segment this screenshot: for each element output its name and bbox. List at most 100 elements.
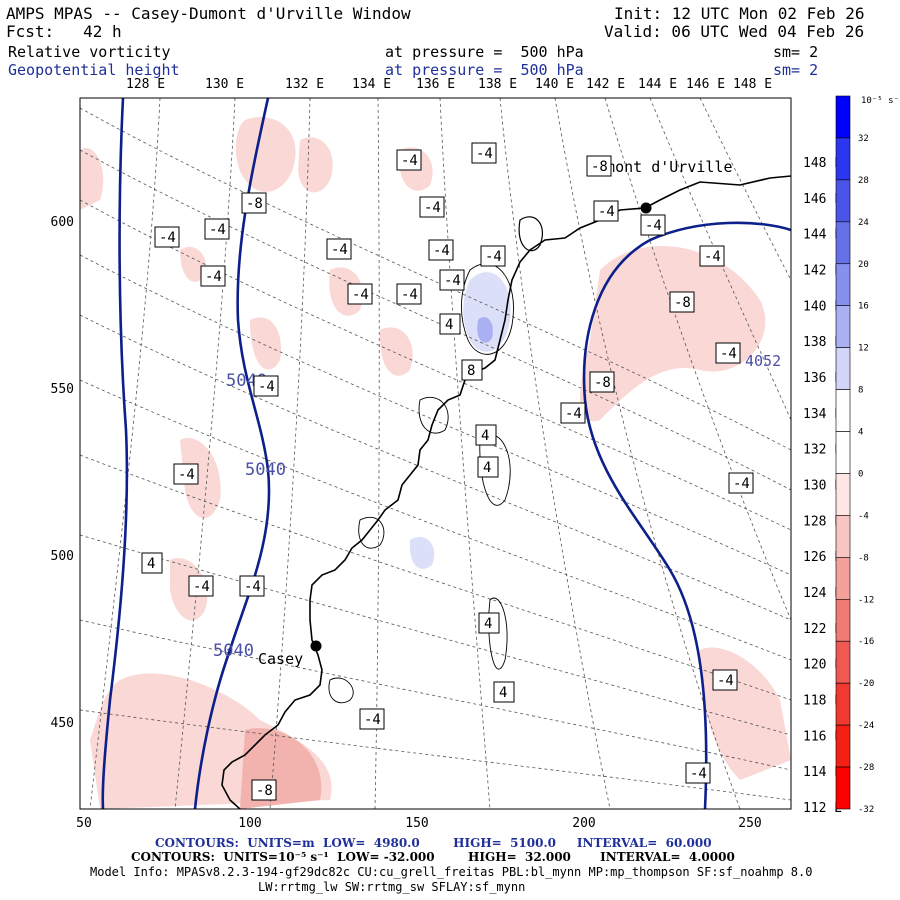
field1-smoothing: sm= 2 xyxy=(773,43,819,61)
vorticity-label-box: 4 xyxy=(141,552,163,574)
vorticity-label: 4 xyxy=(445,317,453,333)
vorticity-label: -4 xyxy=(598,204,615,220)
x-tick-label: 200 xyxy=(572,816,595,831)
field1-level: at pressure = 500 hPa xyxy=(385,43,584,61)
colorbar-swatch xyxy=(835,179,851,223)
y-axis: 600 550 500 450 xyxy=(51,215,74,731)
vorticity-label: -4 xyxy=(401,287,418,303)
lat-label: 148 E xyxy=(803,156,842,171)
vorticity-label-box: -4 xyxy=(419,196,445,218)
field2-level: at pressure = 500 hPa xyxy=(385,61,584,79)
model-physics-info: LW:rrtmg_lw SW:rrtmg_sw SFLAY:sf_mynn xyxy=(258,880,526,894)
antarctic-coastline xyxy=(221,175,791,809)
colorbar-label: 12 xyxy=(858,344,869,354)
colorbar-swatch xyxy=(835,431,851,474)
lon-label: 136 E xyxy=(416,77,456,92)
vorticity-label: -4 xyxy=(159,230,176,246)
vorticity-label-box: -4 xyxy=(154,226,180,248)
x-tick-label: 250 xyxy=(738,816,761,831)
vorticity-label-box: -8 xyxy=(241,192,267,214)
colorbar-label: -8 xyxy=(858,553,869,563)
vorticity-label-box: -4 xyxy=(715,342,741,364)
lon-label: 146 E xyxy=(686,77,726,92)
colorbar-label: -12 xyxy=(858,595,874,605)
colorbar-swatch xyxy=(835,95,851,139)
x-axis: 50 100 150 200 250 xyxy=(76,816,762,831)
vorticity-label: -4 xyxy=(424,200,441,216)
vorticity-label: -4 xyxy=(258,379,275,395)
field1-name: Relative vorticity xyxy=(8,43,171,61)
height-label-5040: 5040 xyxy=(213,641,254,661)
vorticity-label-box: -4 xyxy=(396,149,422,171)
lat-label: 144 E xyxy=(803,228,842,243)
vorticity-label: -4 xyxy=(331,242,348,258)
colorbar-label: 16 xyxy=(858,302,869,312)
vorticity-label-box: -4 xyxy=(173,463,199,485)
lat-label: 142 E xyxy=(803,264,842,279)
vorticity-label: -8 xyxy=(591,159,608,175)
vorticity-label: -4 xyxy=(444,273,461,289)
vorticity-label: -4 xyxy=(565,406,582,422)
vorticity-label: -4 xyxy=(178,467,195,483)
lat-label: 140 E xyxy=(803,299,842,314)
height-contour-info: CONTOURS: UNITS=m LOW= 4980.0 HIGH= 5100… xyxy=(155,836,712,850)
vorticity-label: 4 xyxy=(481,428,489,444)
vorticity-label: -4 xyxy=(645,218,662,234)
lat-label: 134 E xyxy=(803,407,842,422)
vorticity-label-box: -4 xyxy=(253,375,279,397)
x-tick-label: 150 xyxy=(405,816,428,831)
vorticity-label: 4 xyxy=(147,556,155,572)
vorticity-label: -4 xyxy=(364,712,381,728)
vorticity-label-box: -8 xyxy=(589,371,615,393)
lat-label: 122 E xyxy=(803,622,842,637)
colorbar: 10⁻⁵ s⁻¹ 32 28 24 20 16 12 8 4 0 -4 -8 -12 -16 -20 -24… xyxy=(835,95,900,815)
y-tick-label: 550 xyxy=(51,382,74,397)
vorticity-label-box: -4 xyxy=(593,200,619,222)
vorticity-label-box: -4 xyxy=(712,669,738,691)
product-title: AMPS MPAS -- Casey-Dumont d'Urville Wind… xyxy=(6,4,411,23)
lon-label: 138 E xyxy=(478,77,518,92)
colorbar-swatch xyxy=(835,515,851,558)
colorbar-label: -28 xyxy=(858,763,874,773)
lat-label: 146 E xyxy=(803,192,842,207)
vorticity-label: 4 xyxy=(484,616,492,632)
vorticity-label: 4 xyxy=(483,460,491,476)
vorticity-label-box: 4 xyxy=(475,424,497,446)
vorticity-label-box: -4 xyxy=(326,238,352,260)
colorbar-swatch xyxy=(835,221,851,265)
colorbar-swatch xyxy=(835,305,851,348)
colorbar-swatch xyxy=(835,598,851,642)
y-tick-label: 600 xyxy=(51,215,74,230)
colorbar-swatch xyxy=(835,724,851,768)
glacier-tongue-outline xyxy=(518,216,543,252)
vorticity-label-box: -4 xyxy=(685,762,711,784)
colorbar-label: 32 xyxy=(858,134,869,144)
lat-label: 124 E xyxy=(803,586,842,601)
lat-label: 118 E xyxy=(803,694,842,709)
vorticity-label: -4 xyxy=(205,269,222,285)
map-panel xyxy=(80,98,791,809)
vorticity-label-box: 4 xyxy=(477,456,499,478)
x-tick-label: 50 xyxy=(76,816,92,831)
height-label-low: 4052 xyxy=(745,352,781,370)
vorticity-label: -4 xyxy=(476,146,493,162)
colorbar-swatch xyxy=(835,473,851,516)
valid-time: Valid: 06 UTC Wed 04 Feb 26 xyxy=(604,22,865,41)
colorbar-label: -16 xyxy=(858,637,874,647)
vorticity-label: 4 xyxy=(499,685,507,701)
colorbar-label: -24 xyxy=(858,721,874,731)
vorticity-label-box: -4 xyxy=(640,214,666,236)
vorticity-label-box: -4 xyxy=(359,708,385,730)
vorticity-label: -4 xyxy=(433,243,450,259)
y-tick-label: 500 xyxy=(51,549,74,564)
vorticity-label: -4 xyxy=(717,673,734,689)
y-tick-label: 450 xyxy=(51,716,74,731)
positive-vorticity-shading xyxy=(409,272,511,569)
vorticity-label: -4 xyxy=(209,222,226,238)
vorticity-label: -4 xyxy=(193,579,210,595)
vorticity-label: -8 xyxy=(594,375,611,391)
vorticity-label-box: -4 xyxy=(204,218,230,240)
dumont-durville-station-marker xyxy=(640,202,652,214)
lat-label: 130 E xyxy=(803,479,842,494)
